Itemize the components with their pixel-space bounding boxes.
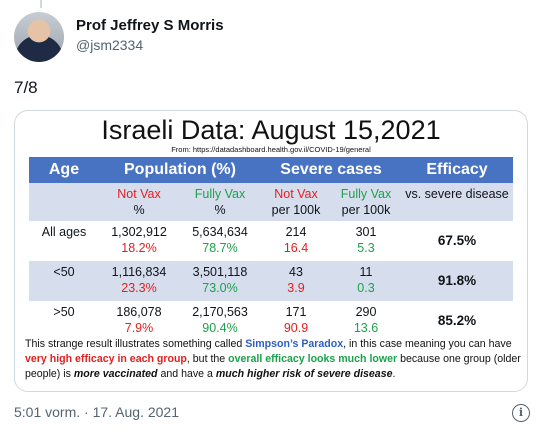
sev-notvax: 214 <box>285 225 307 239</box>
note-higher-risk: much higher risk of severe disease <box>215 368 393 380</box>
sub-notvax: Not Vax <box>274 187 318 201</box>
pop-vax: 3,501,118 <box>192 265 248 279</box>
efficacy-value: 67.5% <box>437 233 477 248</box>
sub-fullyvax: Fully Vax <box>194 187 246 201</box>
explanation-note: This strange result illustrates somethin… <box>25 337 521 382</box>
sev-notvax-rate: 16.4 <box>283 241 309 255</box>
table-row <box>29 301 513 341</box>
sub-fullyvax: Fully Vax <box>340 187 392 201</box>
sub-pct: % <box>133 203 145 217</box>
note-overall-lower: overall efficacy looks much lower <box>228 353 398 365</box>
header-efficacy: Efficacy <box>401 157 513 183</box>
note-text: , but the <box>186 353 229 365</box>
sev-vax: 290 <box>355 305 377 319</box>
sev-vax-rate: 5.3 <box>357 241 375 255</box>
tweet-image[interactable]: Israeli Data: August 15,2021 From: https… <box>14 110 528 392</box>
row-age: All ages <box>41 225 87 239</box>
pop-notvax-pct: 18.2% <box>121 241 157 255</box>
pop-notvax-pct: 23.3% <box>121 281 157 295</box>
note-text: because one group (older people) is <box>25 353 521 380</box>
sev-vax-rate: 0.3 <box>357 281 375 295</box>
sub-notvax: Not Vax <box>117 187 161 201</box>
pop-vax-pct: 90.4% <box>202 321 238 335</box>
note-text: This strange result illustrates somethin… <box>25 338 246 350</box>
author-name[interactable]: Prof Jeffrey S Morris <box>76 17 224 34</box>
efficacy-value: 91.8% <box>437 273 477 288</box>
row-age: >50 <box>53 305 75 319</box>
subheader-row <box>29 183 513 221</box>
info-icon[interactable]: i <box>512 404 530 422</box>
table-row <box>29 261 513 301</box>
sub-vs-severe: vs. severe disease <box>405 187 509 201</box>
sev-notvax: 171 <box>285 305 307 319</box>
sev-vax: 301 <box>355 225 377 239</box>
pop-vax: 2,170,563 <box>192 305 248 319</box>
note-text: , in this case meaning you can have <box>343 338 512 350</box>
pop-vax-pct: 78.7% <box>202 241 238 255</box>
note-simpson: Simpson’s Paradox <box>245 338 344 350</box>
pop-notvax: 1,116,834 <box>111 265 167 279</box>
image-title: Israeli Data: August 15,2021 <box>101 115 441 145</box>
table-row <box>29 221 513 261</box>
row-age: <50 <box>53 265 75 279</box>
pop-vax-pct: 73.0% <box>202 281 238 295</box>
sev-notvax: 43 <box>289 265 303 279</box>
pop-notvax: 1,302,912 <box>111 225 167 239</box>
profile-avatar[interactable] <box>14 12 64 62</box>
header-severe: Severe cases <box>261 157 401 183</box>
sub-per100k: per 100k <box>271 203 321 217</box>
sub-per100k: per 100k <box>341 203 391 217</box>
sub-pct: % <box>214 203 226 217</box>
sev-vax: 11 <box>359 265 373 279</box>
efficacy-value: 85.2% <box>437 313 477 328</box>
pop-notvax: 186,078 <box>116 305 162 319</box>
header-age: Age <box>29 157 99 183</box>
tweet-timestamp[interactable]: 5:01 vorm. · 17. Aug. 2021 <box>14 404 179 420</box>
note-more-vaccinated: more vaccinated <box>73 368 158 380</box>
author-handle[interactable]: @jsm2334 <box>76 37 144 53</box>
thread-line <box>40 0 42 8</box>
note-text: . <box>392 368 396 380</box>
tweet-text: 7/8 <box>14 78 38 97</box>
note-high-efficacy: very high efficacy in each group <box>25 353 187 365</box>
pop-notvax-pct: 7.9% <box>124 321 154 335</box>
header-population: Population (%) <box>99 157 261 183</box>
sev-vax-rate: 13.6 <box>353 321 379 335</box>
note-text: and have a <box>157 368 216 380</box>
image-source: From: https://datadashboard.health.gov.i… <box>171 145 371 154</box>
sev-notvax-rate: 90.9 <box>283 321 309 335</box>
pop-vax: 5,634,634 <box>192 225 248 239</box>
sev-notvax-rate: 3.9 <box>287 281 305 295</box>
